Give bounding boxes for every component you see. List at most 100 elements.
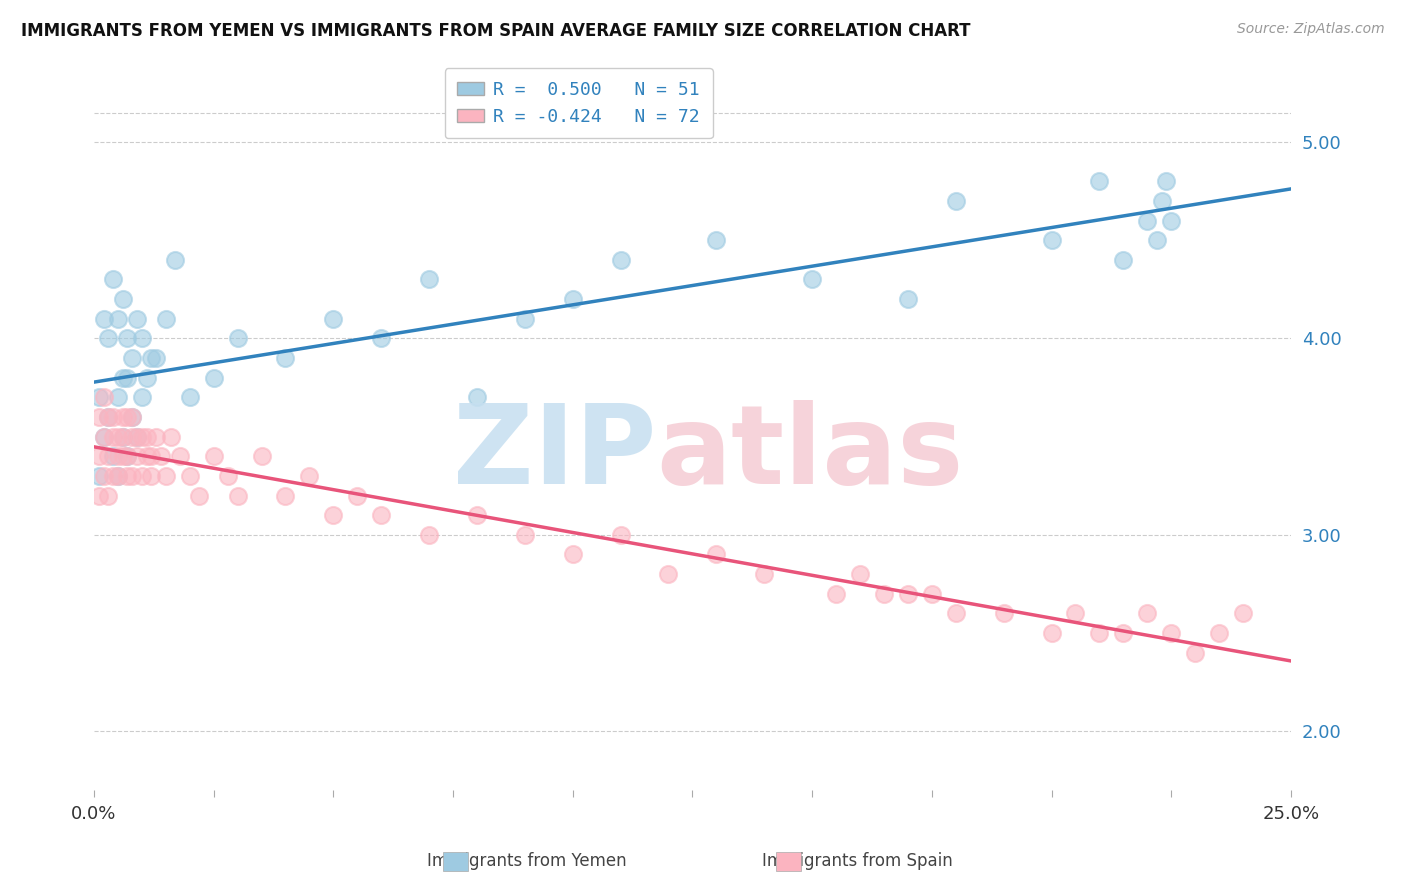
- Point: [609, 252, 631, 267]
- Point: [418, 528, 440, 542]
- Point: [117, 409, 139, 424]
- Point: [111, 370, 134, 384]
- Point: [135, 370, 157, 384]
- Point: [250, 450, 273, 464]
- Point: [322, 311, 344, 326]
- Point: [121, 429, 143, 443]
- Point: [1208, 626, 1230, 640]
- Point: [561, 292, 583, 306]
- Point: [993, 607, 1015, 621]
- Point: [1064, 607, 1087, 621]
- Point: [1112, 626, 1135, 640]
- Point: [202, 450, 225, 464]
- Point: [370, 331, 392, 345]
- Point: [849, 567, 872, 582]
- Point: [121, 351, 143, 365]
- Point: [159, 429, 181, 443]
- Point: [1112, 252, 1135, 267]
- Point: [226, 489, 249, 503]
- Point: [179, 469, 201, 483]
- Point: [897, 292, 920, 306]
- Point: [801, 272, 824, 286]
- Point: [897, 587, 920, 601]
- Point: [921, 587, 943, 601]
- Text: Immigrants from Spain: Immigrants from Spain: [762, 852, 953, 870]
- Point: [1136, 607, 1159, 621]
- Point: [165, 252, 187, 267]
- Point: [125, 450, 148, 464]
- Point: [107, 469, 129, 483]
- Point: [93, 311, 115, 326]
- Point: [131, 390, 153, 404]
- Point: [1088, 626, 1111, 640]
- Point: [107, 390, 129, 404]
- Point: [141, 351, 163, 365]
- Text: ZIP: ZIP: [453, 400, 657, 507]
- Text: Source: ZipAtlas.com: Source: ZipAtlas.com: [1237, 22, 1385, 37]
- Point: [945, 194, 967, 208]
- Point: [131, 469, 153, 483]
- Point: [179, 390, 201, 404]
- Point: [121, 409, 143, 424]
- Point: [111, 429, 134, 443]
- Point: [141, 469, 163, 483]
- Point: [945, 607, 967, 621]
- Point: [97, 409, 120, 424]
- Text: Immigrants from Yemen: Immigrants from Yemen: [427, 852, 627, 870]
- Point: [101, 409, 124, 424]
- Point: [101, 272, 124, 286]
- Point: [274, 489, 297, 503]
- Point: [93, 469, 115, 483]
- Point: [145, 351, 167, 365]
- Point: [217, 469, 239, 483]
- Point: [93, 429, 115, 443]
- Point: [121, 469, 143, 483]
- Point: [87, 390, 110, 404]
- Point: [825, 587, 848, 601]
- Point: [93, 390, 115, 404]
- Point: [141, 450, 163, 464]
- Point: [107, 311, 129, 326]
- Point: [202, 370, 225, 384]
- Point: [121, 409, 143, 424]
- Point: [1040, 233, 1063, 247]
- Point: [87, 450, 110, 464]
- Point: [1232, 607, 1254, 621]
- Point: [117, 331, 139, 345]
- Point: [97, 331, 120, 345]
- Point: [117, 469, 139, 483]
- Point: [135, 450, 157, 464]
- Point: [131, 331, 153, 345]
- Point: [513, 311, 536, 326]
- Point: [145, 429, 167, 443]
- Point: [101, 450, 124, 464]
- Point: [97, 489, 120, 503]
- Text: atlas: atlas: [657, 400, 965, 507]
- Point: [706, 548, 728, 562]
- Point: [87, 469, 110, 483]
- Point: [346, 489, 368, 503]
- Point: [754, 567, 776, 582]
- Point: [1136, 213, 1159, 227]
- Point: [1156, 174, 1178, 188]
- Point: [1184, 646, 1206, 660]
- Point: [125, 429, 148, 443]
- Point: [97, 450, 120, 464]
- Point: [370, 508, 392, 523]
- Text: IMMIGRANTS FROM YEMEN VS IMMIGRANTS FROM SPAIN AVERAGE FAMILY SIZE CORRELATION C: IMMIGRANTS FROM YEMEN VS IMMIGRANTS FROM…: [21, 22, 970, 40]
- Point: [117, 370, 139, 384]
- Point: [298, 469, 321, 483]
- Point: [657, 567, 679, 582]
- Point: [117, 450, 139, 464]
- Point: [1160, 626, 1182, 640]
- Point: [155, 469, 177, 483]
- Point: [561, 548, 583, 562]
- Point: [87, 489, 110, 503]
- Point: [97, 409, 120, 424]
- Point: [274, 351, 297, 365]
- Point: [1150, 194, 1173, 208]
- Point: [706, 233, 728, 247]
- Point: [87, 409, 110, 424]
- Point: [111, 450, 134, 464]
- Point: [135, 429, 157, 443]
